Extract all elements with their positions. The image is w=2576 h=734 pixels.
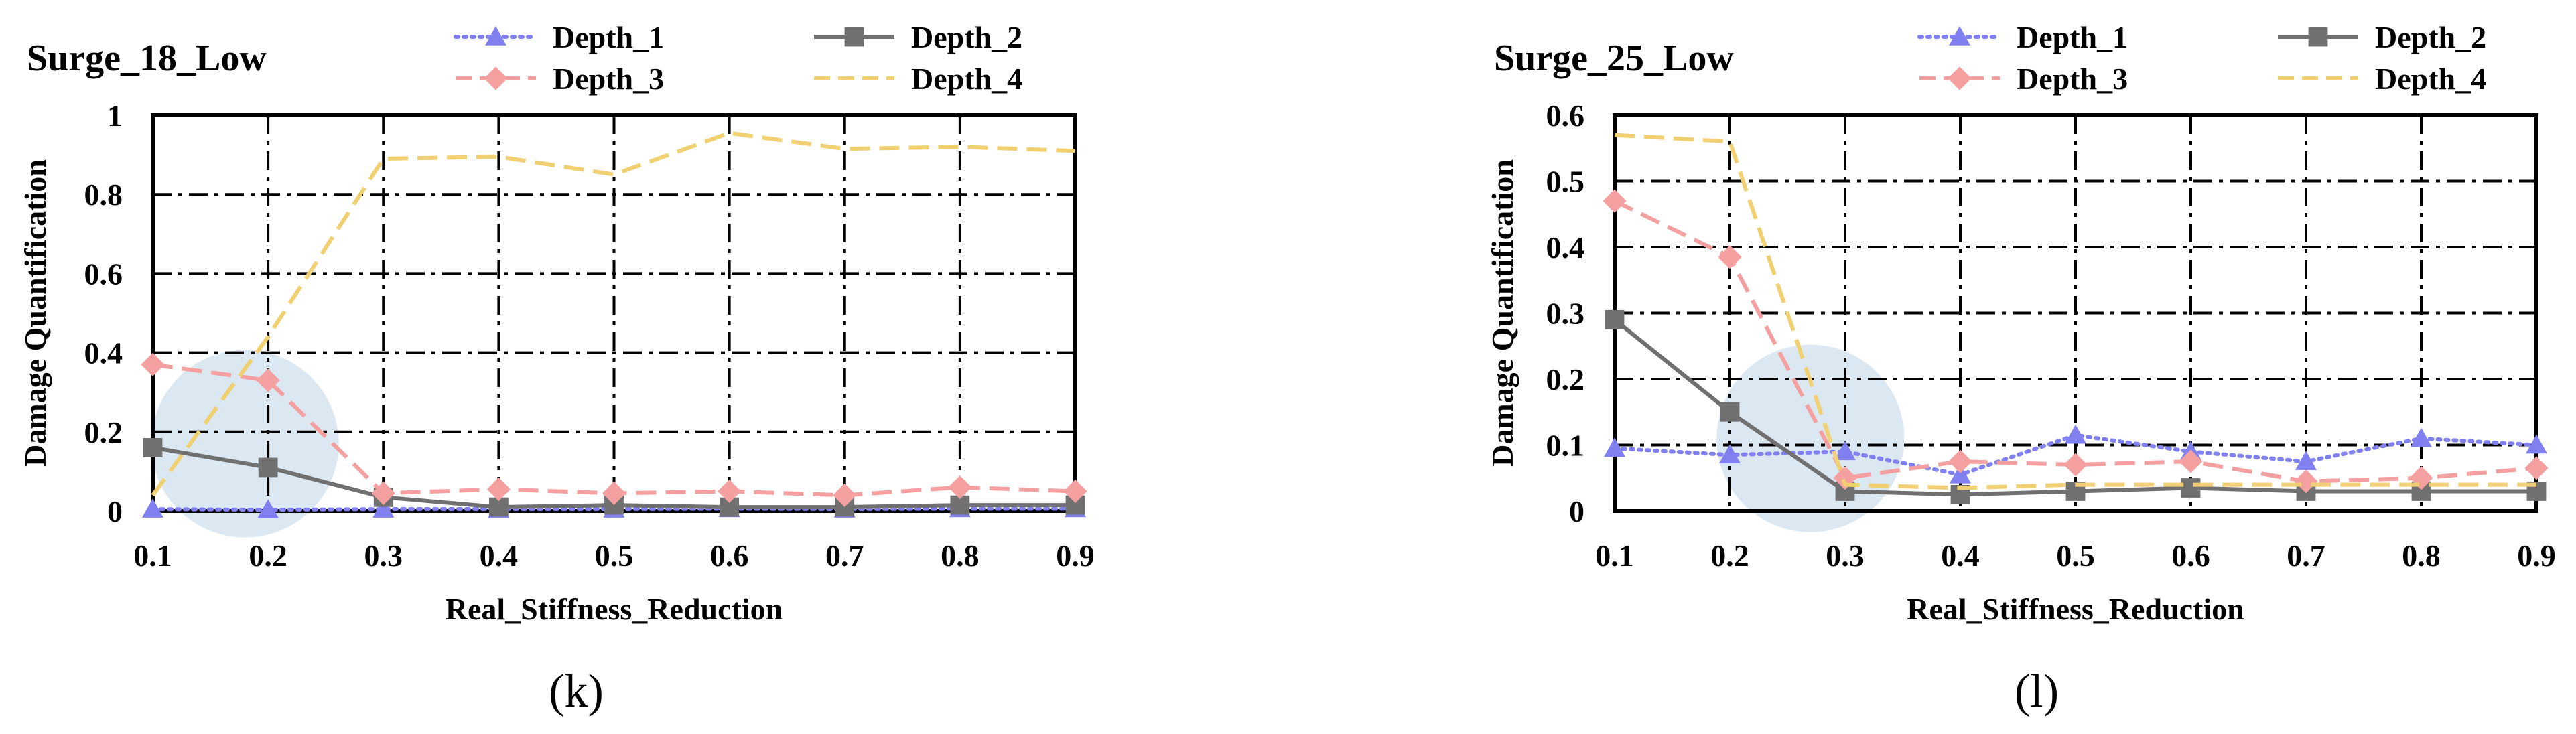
y-tick-label: 0.2 [84,415,123,449]
x-tick-label: 0.8 [2402,538,2441,573]
x-tick-label: 0.3 [1826,538,1865,573]
panel-label-k: (k) [549,666,604,717]
x-tick-label: 0.2 [1710,538,1749,573]
legend-label-depth-4: Depth_4 [2375,62,2486,96]
data-point-depth-1 [1719,444,1741,464]
highlight-circle [1716,344,1905,532]
x-tick-label: 0.9 [1056,538,1095,573]
data-point-depth-3 [718,479,742,504]
legend-marker-depth-2 [2308,27,2328,47]
legend-marker-depth-3 [484,66,508,90]
data-point-depth-1 [2411,427,2432,447]
legend-marker-depth-2 [844,27,864,47]
legend-marker-depth-1 [1949,26,1970,46]
legend-marker-depth-1 [485,26,506,46]
x-tick-label: 0.1 [133,538,172,573]
legend-label-depth-3: Depth_3 [553,62,664,96]
x-tick-label: 0.9 [2517,538,2556,573]
legend-label-depth-2: Depth_2 [2375,20,2486,54]
panel-label-l: (l) [2015,666,2059,717]
y-axis-label: Damage Quantification [18,159,52,467]
x-tick-label: 0.6 [2171,538,2210,573]
x-tick-label: 0.4 [1941,538,1980,573]
data-point-depth-3 [2524,456,2549,480]
data-point-depth-3 [833,483,857,507]
data-point-depth-1 [2295,451,2317,470]
legend-label-depth-2: Depth_2 [911,20,1022,54]
data-point-depth-3 [371,481,395,506]
y-tick-label: 0.8 [84,177,123,212]
data-point-depth-1 [2526,434,2547,454]
data-point-depth-3 [486,477,511,502]
data-point-depth-1 [257,499,279,519]
data-point-depth-1 [1950,463,1971,484]
data-point-depth-1 [2065,424,2086,444]
data-point-depth-3 [2063,453,2088,477]
x-tick-label: 0.7 [825,538,864,573]
data-point-depth-3 [2179,449,2203,473]
y-tick-label: 1 [107,98,123,133]
x-tick-label: 0.2 [249,538,287,573]
data-point-depth-2 [143,438,163,457]
data-point-depth-3 [602,481,626,506]
data-point-depth-3 [1063,479,1087,504]
x-axis-label: Real_Stiffness_Reduction [446,592,783,626]
data-point-depth-1 [1604,437,1625,457]
legend-label-depth-1: Depth_1 [553,20,664,54]
data-point-depth-3 [1603,189,1627,213]
data-point-depth-1 [1834,441,1856,461]
x-tick-label: 0.8 [941,538,979,573]
y-tick-label: 0.4 [84,336,123,370]
x-tick-label: 0.5 [595,538,634,573]
x-axis-label: Real_Stiffness_Reduction [1907,592,2244,626]
legend-label-depth-4: Depth_4 [911,62,1022,96]
legend-label-depth-3: Depth_3 [2017,62,2128,96]
data-point-depth-2 [1605,309,1625,329]
y-tick-label: 0.4 [1546,230,1585,265]
legend-marker-depth-3 [1948,66,1972,90]
chart-surge-18-low: Surge_18_Low 0.1 0.2 0.3 0.4 0.5 0.6 0.7 0.8 0.9 0… [18,20,1095,626]
y-axis-label: Damage Quantification [1485,159,1519,467]
data-point-depth-3 [141,352,165,376]
data-point-depth-3 [256,368,280,392]
highlight-circle [151,350,339,538]
y-tick-label: 0.2 [1546,362,1585,396]
chart-title: Surge_18_Low [27,38,267,79]
x-tick-label: 0.1 [1595,538,1634,573]
data-point-depth-2 [1720,402,1740,422]
chart-surge-25-low: Surge_25_Low 0.1 0.2 0.3 0.4 0.5 0.6 0.7 0.8 0.9 0… [1485,20,2556,626]
x-tick-label: 0.5 [2056,538,2095,573]
data-point-depth-1 [372,498,395,518]
y-tick-label: 0.1 [1546,429,1585,463]
data-point-depth-1 [142,498,163,518]
y-tick-label: 0.3 [1546,297,1585,331]
y-tick-label: 0.5 [1546,165,1585,199]
y-tick-label: 0.6 [1546,98,1585,133]
data-point-depth-2 [258,457,278,478]
x-tick-label: 0.4 [480,538,519,573]
chart-title: Surge_25_Low [1494,38,1734,79]
data-point-depth-2 [2181,478,2201,498]
x-tick-label: 0.6 [710,538,749,573]
data-point-depth-3 [948,475,972,500]
data-point-depth-3 [1718,245,1742,269]
data-point-depth-3 [2294,469,2318,494]
series-line-depth-4 [1614,133,2536,490]
y-tick-label: 0 [107,494,123,528]
x-tick-label: 0.7 [2287,538,2325,573]
series-line-depth-4 [151,131,1076,497]
x-tick-label: 0.3 [364,538,403,573]
legend-label-depth-1: Depth_1 [2017,20,2128,54]
y-tick-label: 0 [1569,494,1584,528]
y-tick-label: 0.6 [84,256,123,291]
data-point-depth-3 [1948,449,1972,473]
